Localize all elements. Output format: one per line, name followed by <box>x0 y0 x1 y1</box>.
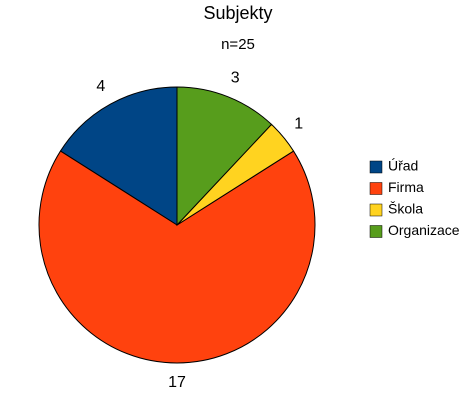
data-label: 1 <box>294 116 303 133</box>
legend-swatch <box>369 182 383 195</box>
chart-title: Subjekty <box>203 3 272 23</box>
data-label: 4 <box>96 78 105 95</box>
data-label: 17 <box>168 374 186 391</box>
pie-slice <box>59 86 178 226</box>
legend-label: Škola <box>388 201 423 217</box>
data-label: 3 <box>231 69 240 86</box>
legend-label: Organizace <box>388 222 460 238</box>
chart-subtitle: n=25 <box>221 36 255 53</box>
pie-slice <box>176 86 273 227</box>
legend-swatch <box>369 225 383 238</box>
legend-label: Firma <box>388 179 424 195</box>
legend-label: Úřad <box>388 158 418 174</box>
legend-swatch <box>369 203 383 217</box>
legend-swatch <box>369 160 383 174</box>
pie-slice <box>38 150 316 364</box>
